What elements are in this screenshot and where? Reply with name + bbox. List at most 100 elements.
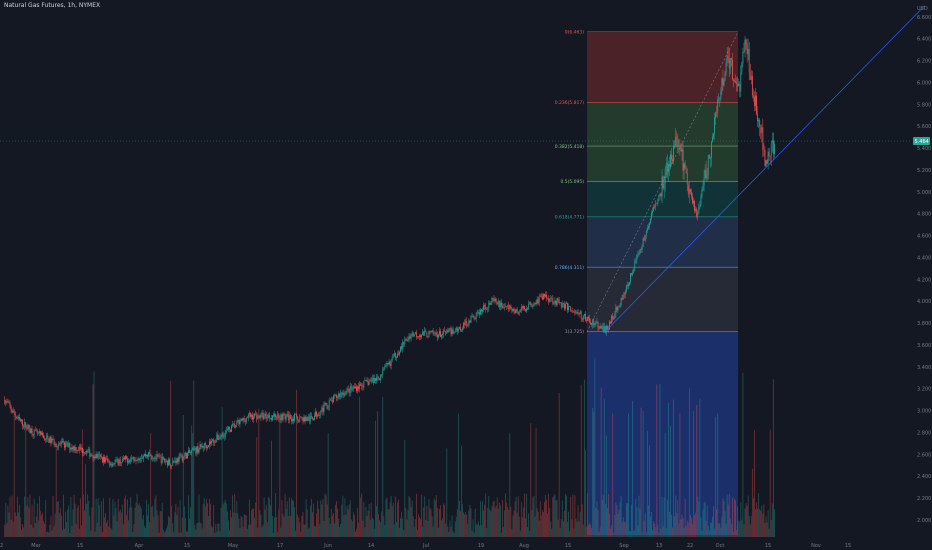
fibonacci-retracement[interactable]: 0(6.463)0.236(5.817)0.382(5.418)0.5(5.09…	[555, 30, 738, 535]
volume-bar	[586, 526, 587, 537]
candle-body	[129, 460, 131, 463]
candle-body	[493, 298, 495, 301]
candle-body	[100, 456, 102, 458]
trendline[interactable]	[605, 5, 925, 331]
fib-zone	[587, 216, 738, 268]
volume-bar	[19, 504, 20, 537]
candle-body	[674, 145, 676, 148]
volume-bar	[582, 524, 584, 537]
volume-bar	[554, 494, 556, 537]
candle-body	[146, 454, 147, 457]
volume-bar	[774, 509, 775, 537]
candle-body	[107, 459, 109, 461]
volume-bar	[727, 504, 729, 537]
volume-bar	[195, 529, 197, 537]
volume-bar	[546, 499, 547, 537]
volume-bar	[526, 494, 527, 537]
candle-body	[289, 415, 291, 419]
volume-bar	[150, 433, 152, 537]
volume-bar	[66, 522, 68, 537]
volume-bar	[293, 500, 294, 537]
candle-body	[454, 330, 456, 332]
candle-body	[157, 454, 159, 456]
volume-bar	[137, 504, 139, 537]
volume-bar	[254, 517, 256, 537]
candle-body	[22, 419, 23, 426]
price-axis[interactable]: 2.0002.2002.4002.6002.8003.0003.2003.400…	[917, 0, 931, 524]
candle-body	[676, 136, 678, 139]
y-tick-label: 4.600	[917, 234, 931, 240]
volume-bar	[581, 504, 583, 537]
candle-body	[663, 183, 665, 189]
candle-body	[702, 185, 704, 190]
candle-body	[735, 81, 736, 83]
candle-body	[638, 253, 640, 255]
volume-bar	[587, 493, 588, 537]
volume-bar	[643, 520, 645, 537]
volume-bar	[709, 522, 711, 537]
x-tick-label: 15	[77, 543, 83, 549]
candle-body	[367, 381, 369, 385]
volume-bar	[35, 516, 37, 537]
candle-body	[680, 147, 682, 152]
candle-body	[574, 310, 576, 313]
volume-bar	[170, 380, 172, 537]
candle-body	[184, 452, 186, 456]
volume-bar	[397, 502, 398, 537]
candle-body	[243, 417, 245, 420]
volume-bar	[308, 527, 310, 537]
candle-body	[736, 82, 737, 84]
volume-bar	[735, 500, 736, 537]
volume-bar	[432, 526, 434, 537]
volume-bar	[111, 529, 113, 537]
candle-body	[449, 328, 451, 330]
candle-body	[279, 418, 281, 420]
volume-bar	[445, 523, 447, 537]
volume-bar	[691, 517, 692, 537]
volume-bar	[230, 510, 231, 537]
candle-body	[214, 442, 216, 444]
volume-bar	[14, 512, 16, 537]
candle-body	[28, 424, 30, 429]
volume-bar	[9, 496, 11, 537]
volume-bar	[224, 499, 226, 537]
volume-bar	[268, 498, 270, 537]
candle-body	[247, 414, 249, 418]
candle-body	[302, 417, 304, 422]
volume-bar	[740, 502, 742, 537]
volume-bar	[63, 494, 64, 537]
candle-body	[409, 336, 411, 339]
volume-bar	[247, 524, 249, 537]
volume-bar	[441, 520, 442, 537]
candle-body	[593, 320, 595, 326]
volume-bar	[186, 531, 187, 537]
volume-bar	[413, 526, 415, 537]
candle-body	[433, 333, 435, 334]
y-tick-label: 2.400	[917, 474, 931, 480]
candle-body	[268, 415, 270, 419]
candle-body	[175, 460, 177, 464]
volume-bar	[482, 500, 483, 537]
candle-body	[715, 112, 716, 118]
candle-body	[89, 449, 91, 457]
candle-body	[173, 461, 175, 463]
candle-body	[81, 447, 82, 450]
candle-body	[21, 419, 22, 421]
candle-body	[653, 206, 655, 212]
candle-body	[197, 446, 199, 453]
time-axis[interactable]: 2 Mar 15 Apr 15 May 17 Jun 14 Jul 19 Aug 15 Sep 13 22 Oc…	[0, 543, 851, 549]
volume-bar	[594, 357, 596, 537]
volume-bar	[18, 512, 19, 537]
volume-bar	[486, 527, 488, 537]
candle-body	[334, 395, 335, 397]
candle-body	[425, 330, 427, 332]
candle-body	[209, 441, 210, 446]
volume-bar	[296, 389, 298, 537]
volume-bar	[749, 524, 751, 537]
volume-bar	[478, 525, 480, 537]
candle-body	[319, 414, 321, 416]
volume-bar	[102, 532, 103, 537]
candle-body	[404, 339, 406, 345]
candle-body	[166, 461, 167, 462]
